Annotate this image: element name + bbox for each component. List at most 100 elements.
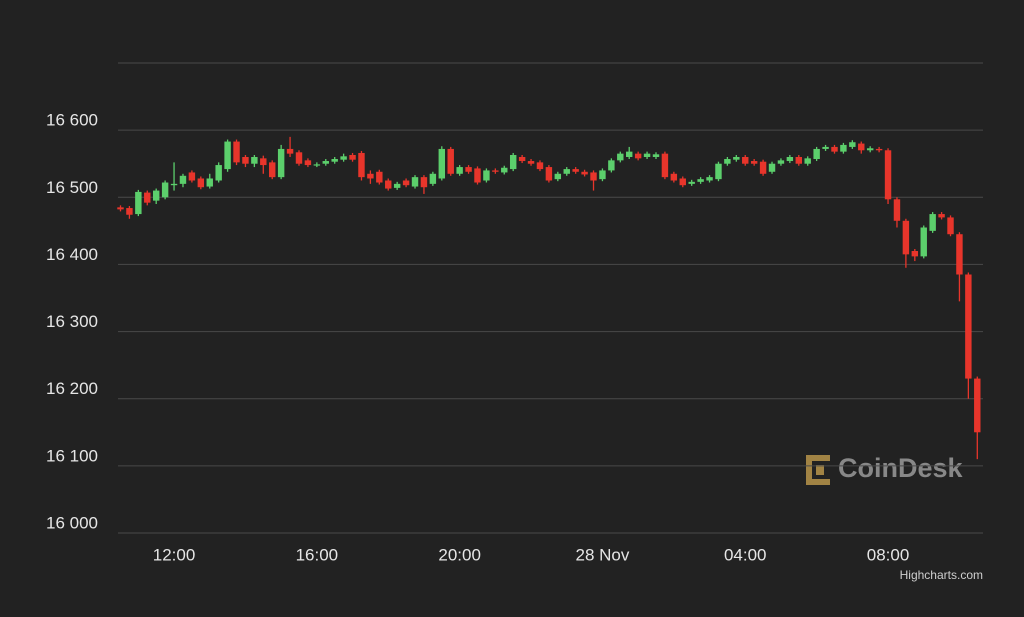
candle-body [831,146,838,152]
candle-body [179,175,187,184]
candle-body [626,151,633,157]
candle-body [483,170,490,181]
candle-body [768,163,776,172]
x-tick-label: 04:00 [724,545,767,564]
candle-body [527,161,535,164]
candle-body [242,157,249,164]
candle-body [929,214,936,231]
candle-body [902,220,910,255]
candle-body [402,180,410,186]
candle-body [679,178,686,186]
watermark-text: CoinDesk [838,453,964,483]
y-tick-label: 16 000 [46,513,98,532]
candle-body [492,170,499,172]
candle-body [197,178,205,188]
candle-body [358,152,365,178]
y-tick-label: 16 100 [46,446,98,465]
candle-body [840,144,847,152]
candle-body [947,217,954,235]
y-tick-label: 16 200 [46,379,98,398]
candle-body [661,153,669,178]
candle-body [269,162,276,178]
candle-body [554,173,562,180]
candle-body [965,274,972,379]
candle-body [420,177,428,188]
candle-body [572,169,579,172]
watermark-logo [806,455,830,485]
candle-body [920,227,927,257]
candle-body [688,181,695,184]
candle-body [742,157,749,164]
candle-body [715,163,722,180]
candle-body [884,150,892,200]
candle-body [411,177,419,187]
candle-body [367,173,374,179]
candle-body [509,154,517,170]
candle-body [304,160,312,166]
candle-body [724,159,731,164]
candle-body [518,157,526,162]
candle-body [938,214,945,218]
y-tick-label: 16 500 [46,178,98,197]
candle-body [617,153,624,161]
candle-body [331,159,338,162]
x-tick-label: 16:00 [296,545,339,564]
candle-body [822,146,829,149]
candle-body [875,148,883,151]
candle-body [706,177,713,181]
candle-body [652,154,660,157]
candle-body [429,173,437,184]
candle-body [536,162,544,170]
candle-body [295,152,303,164]
x-tick-label: 08:00 [867,545,910,564]
candle-body [152,190,160,201]
candle-body [349,154,356,160]
candle-body [170,183,178,186]
candle-body [634,153,642,159]
candle-body [393,183,401,188]
candle-body [126,208,133,215]
candle-body [697,179,704,182]
candle-body [608,160,615,171]
candle-body [893,199,901,221]
candle-body [313,164,321,166]
y-tick-label: 16 300 [46,312,98,331]
candle-body [786,157,794,162]
candle-body [599,170,606,180]
candle-body [804,158,811,164]
candle-body [911,251,919,257]
candle-body [974,378,981,433]
candle-body [376,171,383,183]
candle-body [866,148,874,151]
candle-body [956,234,963,275]
candle-body [733,157,740,160]
candle-body [260,158,267,166]
candle-body [759,161,767,174]
candle-body [322,161,329,164]
candle-body [251,157,258,164]
candle-body [161,182,169,198]
candle-body [474,168,481,183]
candle-body [340,156,347,160]
x-tick-label: 12:00 [153,545,196,564]
candle-body [144,192,151,203]
y-tick-label: 16 600 [46,111,98,130]
candle-body [545,167,553,181]
y-tick-label: 16 400 [46,245,98,264]
credits[interactable]: Highcharts.com [900,568,983,582]
candle-body [813,148,820,160]
candle-body [224,141,231,170]
candle-body [670,173,678,181]
candle-body [117,207,124,210]
candle-body [581,171,588,175]
candle-body [849,142,856,147]
candle-body [438,148,446,179]
candle-body [215,165,222,181]
candle-body [385,180,392,189]
candle-body [590,172,597,181]
candle-body [501,167,508,173]
candle-body [233,141,240,163]
candle-body [750,161,758,164]
